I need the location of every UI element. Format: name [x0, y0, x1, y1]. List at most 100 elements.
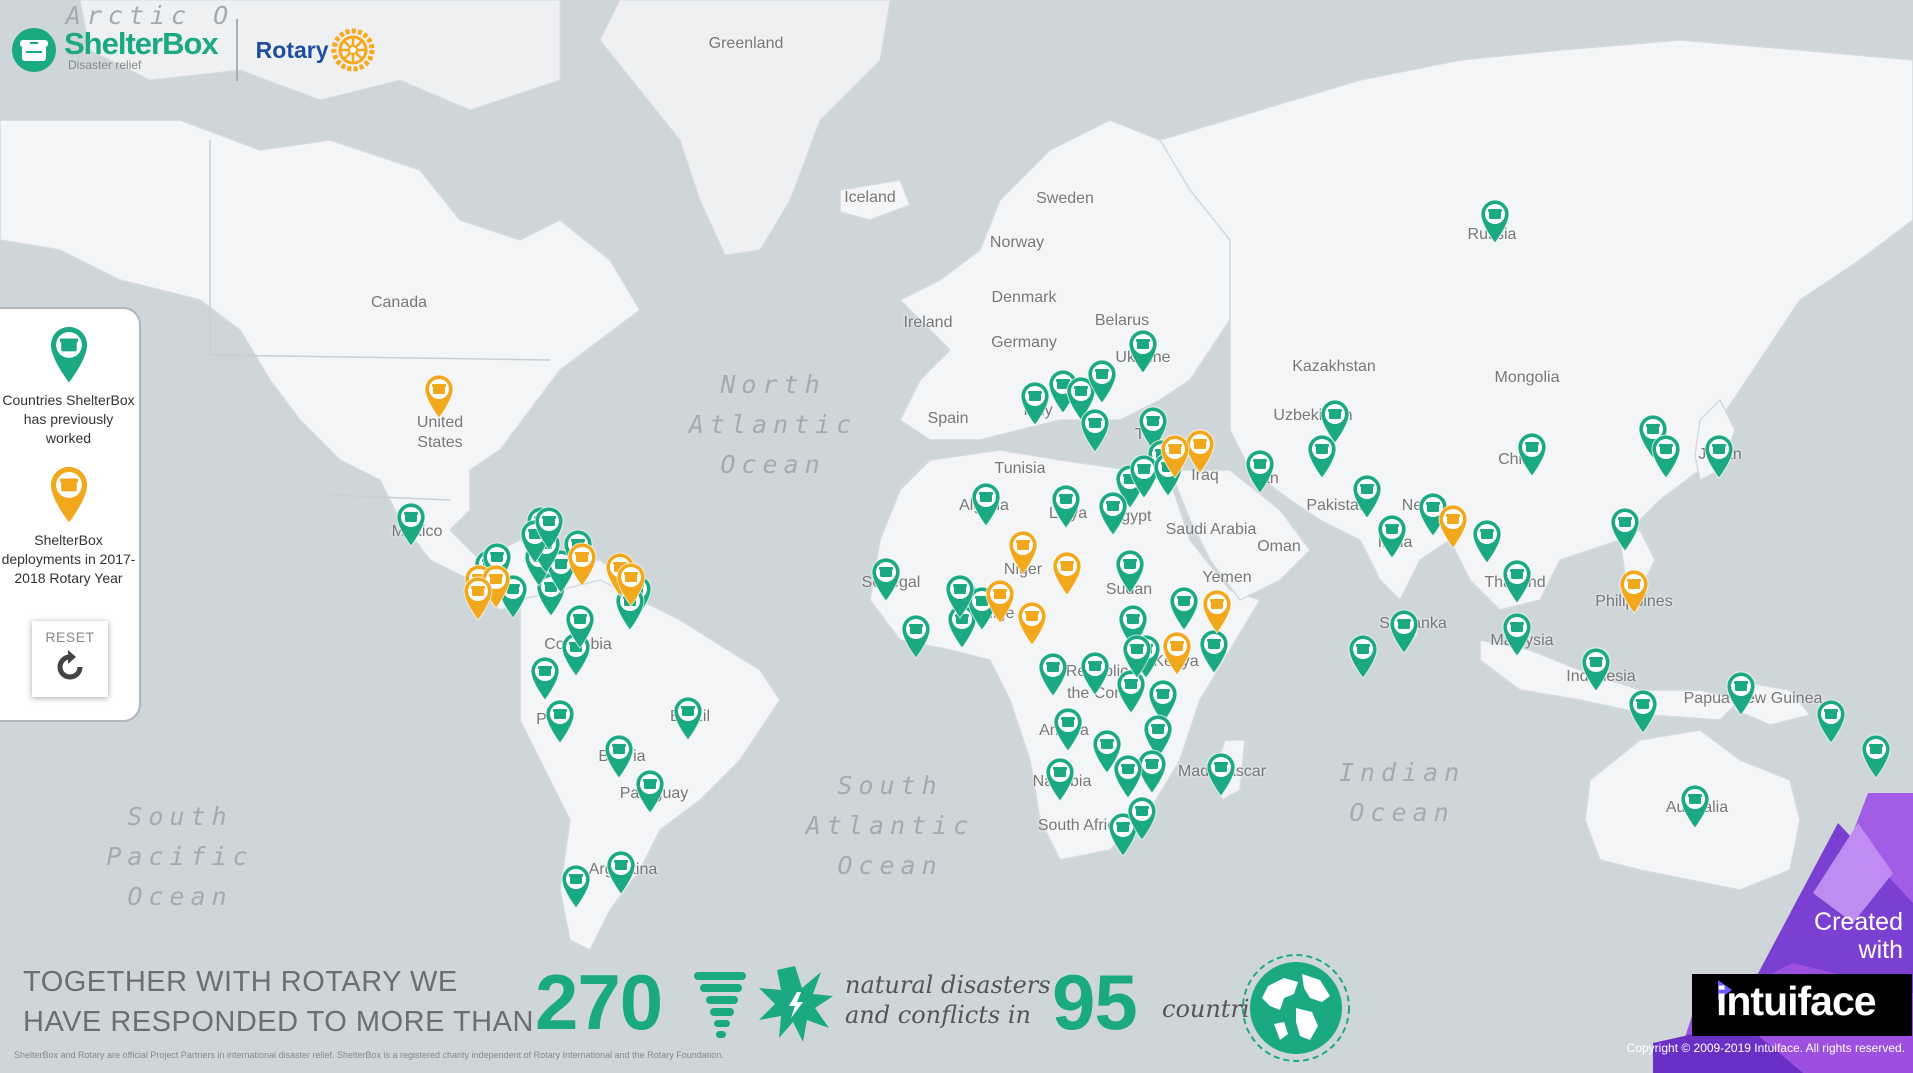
landmass-indonesia	[1479, 639, 1742, 721]
green-pin-icon[interactable]	[1125, 794, 1159, 842]
green-pin-icon[interactable]	[1051, 705, 1085, 753]
green-pin-icon[interactable]	[1649, 432, 1683, 480]
orange-pin-icon[interactable]	[1015, 599, 1049, 647]
green-pin-icon[interactable]	[559, 862, 593, 910]
green-pin-icon[interactable]	[869, 555, 903, 603]
green-pin-icon[interactable]	[1375, 512, 1409, 560]
green-pin-icon[interactable]	[528, 654, 562, 702]
explosion-icon	[759, 966, 833, 1042]
green-pin-icon[interactable]	[563, 602, 597, 650]
green-pin-icon[interactable]	[1135, 747, 1169, 795]
intuiface-logo-box[interactable]	[1692, 974, 1912, 1036]
green-pin-icon[interactable]	[1116, 602, 1150, 650]
green-pin-icon[interactable]	[1078, 406, 1112, 454]
green-pin-icon[interactable]	[1204, 750, 1238, 798]
rotary-wheel-icon	[331, 28, 375, 72]
countries-count: 95	[1052, 958, 1138, 1046]
orange-pin-icon[interactable]	[1006, 528, 1040, 576]
green-pin-icon[interactable]	[1346, 632, 1380, 680]
green-pin-icon[interactable]	[1626, 687, 1660, 735]
orange-pin-icon[interactable]	[1183, 427, 1217, 475]
orange-pin-icon[interactable]	[1160, 629, 1194, 677]
green-pin-icon[interactable]	[1049, 482, 1083, 530]
green-pin-icon[interactable]	[1305, 432, 1339, 480]
orange-pin-icon[interactable]	[1158, 432, 1192, 480]
orange-pin-icon[interactable]	[1200, 587, 1234, 635]
green-pin-icon[interactable]	[1859, 732, 1893, 780]
green-pin-icon[interactable]	[1579, 645, 1613, 693]
globe-icon	[1242, 954, 1350, 1062]
orange-pin-icon[interactable]	[1436, 502, 1470, 550]
green-pin-icon[interactable]	[1318, 397, 1352, 445]
green-pin-icon[interactable]	[1350, 472, 1384, 520]
green-pin-icon[interactable]	[1064, 374, 1098, 422]
green-pin-icon[interactable]	[1243, 447, 1277, 495]
orange-pin-icon[interactable]	[422, 372, 456, 420]
green-pin-icon[interactable]	[1043, 755, 1077, 803]
brand-divider	[235, 19, 238, 81]
orange-pin-icon[interactable]	[565, 540, 599, 588]
landmass-south-america	[519, 579, 781, 952]
green-pin-icon[interactable]	[604, 848, 638, 896]
orange-pin-icon[interactable]	[461, 574, 495, 622]
green-pin-icon[interactable]	[1678, 782, 1712, 830]
map-label-ireland: Ireland	[903, 314, 953, 331]
green-pin-icon[interactable]	[1120, 632, 1154, 680]
map-label-germany: Germany	[991, 334, 1057, 351]
intuiface-name: intuiface	[1716, 978, 1877, 1024]
green-pin-icon[interactable]	[1387, 607, 1421, 655]
stats-bar: TOGETHER WITH ROTARY WE HAVE RESPONDED T…	[0, 952, 1400, 1062]
green-pin-icon[interactable]	[969, 480, 1003, 528]
green-pin-icon[interactable]	[1096, 489, 1130, 537]
green-pin-icon[interactable]	[1111, 752, 1145, 800]
green-pin-icon[interactable]	[1113, 547, 1147, 595]
tornado-icon	[694, 972, 746, 1038]
green-pin-icon[interactable]	[1127, 452, 1161, 500]
green-pin-icon[interactable]	[943, 572, 977, 620]
green-pin-icon[interactable]	[1814, 697, 1848, 745]
green-pin-icon[interactable]	[1724, 669, 1758, 717]
green-pin-icon[interactable]	[532, 504, 566, 552]
landmass-iceland	[839, 179, 911, 221]
green-pin-icon[interactable]	[1500, 610, 1534, 658]
green-pin-icon[interactable]	[1036, 650, 1070, 698]
green-pin-icon[interactable]	[543, 697, 577, 745]
green-pin-icon[interactable]	[1515, 430, 1549, 478]
green-pin-icon[interactable]	[1106, 810, 1140, 858]
green-pin-icon[interactable]	[1608, 505, 1642, 553]
orange-pin-icon[interactable]	[614, 560, 648, 608]
green-pin-icon[interactable]	[1078, 649, 1112, 697]
green-pin-icon[interactable]	[1114, 667, 1148, 715]
legend-previous-text: Countries ShelterBox has previously work…	[2, 392, 135, 446]
green-pin-icon[interactable]	[1090, 727, 1124, 775]
rotary-name: Rotary	[255, 36, 329, 63]
green-pin-icon[interactable]	[1126, 327, 1160, 375]
green-pin-icon[interactable]	[602, 732, 636, 780]
green-pin-icon[interactable]	[394, 500, 428, 548]
map-label-mongolia: Mongolia	[1494, 369, 1560, 386]
green-pin-icon[interactable]	[1702, 432, 1736, 480]
green-pin-icon[interactable]	[1478, 197, 1512, 245]
orange-pin-icon[interactable]	[1050, 549, 1084, 597]
green-pin-icon[interactable]	[1470, 517, 1504, 565]
green-pin-icon[interactable]	[1500, 557, 1534, 605]
orange-pin-icon[interactable]	[983, 577, 1017, 625]
green-pin-icon[interactable]	[671, 694, 705, 742]
ocean-label-indian: Indian Ocean	[1338, 758, 1466, 827]
orange-pin-icon[interactable]	[1617, 567, 1651, 615]
green-pin-icon[interactable]	[1146, 677, 1180, 725]
headline-line-2: HAVE RESPONDED TO MORE THAN	[23, 1006, 534, 1038]
ocean-label-south-pacific: South Pacific Ocean	[106, 802, 254, 911]
legend-panel: Countries ShelterBox has previously work…	[0, 307, 141, 722]
green-pin-icon[interactable]	[1085, 357, 1119, 405]
green-pin-icon[interactable]	[899, 612, 933, 660]
green-pin-icon[interactable]	[1141, 712, 1175, 760]
green-pin-icon[interactable]	[633, 767, 667, 815]
green-pin-icon[interactable]	[1197, 627, 1231, 675]
reset-button[interactable]: RESET	[32, 621, 108, 697]
green-pin-icon[interactable]	[1167, 584, 1201, 632]
green-pin-icon[interactable]	[1018, 379, 1052, 427]
map-label-yemen: Yemen	[1202, 569, 1252, 586]
green-pin-icon[interactable]	[1136, 404, 1170, 452]
